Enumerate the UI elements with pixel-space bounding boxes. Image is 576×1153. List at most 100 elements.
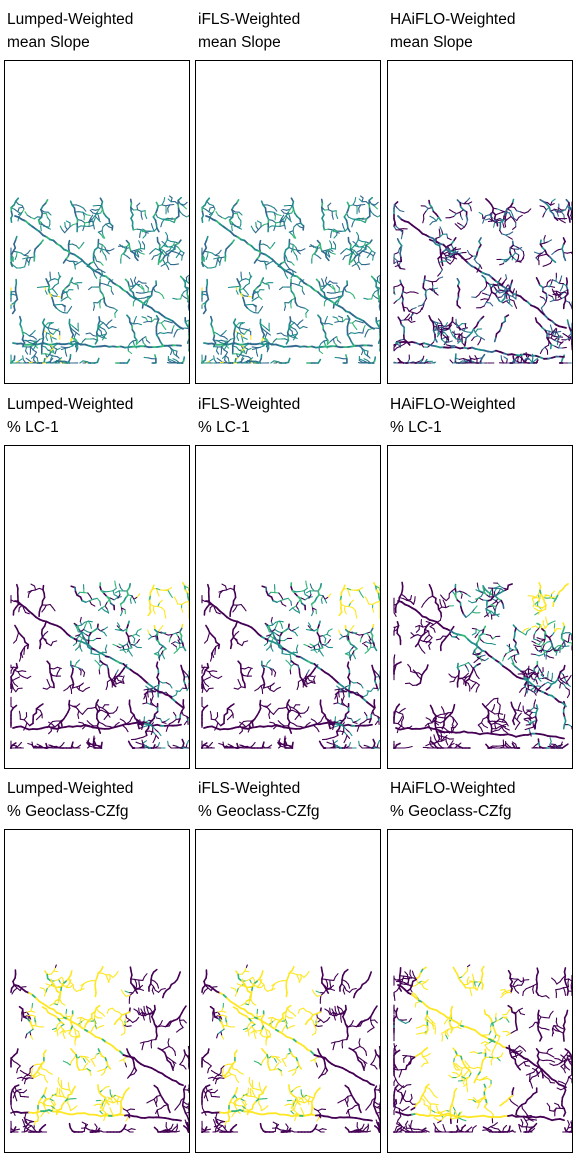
river-segment bbox=[121, 602, 124, 605]
river-segment bbox=[134, 597, 137, 599]
river-segment bbox=[98, 663, 100, 666]
river-segment bbox=[352, 223, 353, 227]
river-segment bbox=[28, 645, 29, 649]
river-segment bbox=[66, 221, 70, 223]
river-segment bbox=[162, 220, 164, 224]
river-segment bbox=[237, 333, 238, 337]
river-segment bbox=[486, 215, 490, 216]
river-segment bbox=[538, 256, 539, 260]
river-segment bbox=[328, 206, 329, 210]
river-segment bbox=[551, 287, 555, 288]
river-segment bbox=[241, 276, 242, 280]
river-segment bbox=[464, 327, 466, 331]
river-segment bbox=[48, 328, 52, 329]
river-segment bbox=[297, 224, 300, 227]
river-segment bbox=[37, 744, 41, 746]
river-segment bbox=[83, 208, 85, 211]
river-segment bbox=[331, 230, 332, 234]
river-segment bbox=[142, 339, 143, 343]
river-segment bbox=[188, 307, 189, 311]
river-segment bbox=[244, 675, 248, 676]
river-segment bbox=[119, 644, 123, 646]
river-segment bbox=[53, 675, 57, 676]
river-segment bbox=[162, 295, 164, 299]
river-segment bbox=[45, 323, 48, 326]
river-segment bbox=[91, 625, 92, 629]
river-segment bbox=[93, 271, 94, 275]
river-segment bbox=[274, 689, 277, 692]
river-segment bbox=[30, 340, 34, 341]
river-segment bbox=[555, 250, 558, 252]
river-segment bbox=[67, 310, 69, 313]
river-segment bbox=[509, 237, 512, 239]
river-segment bbox=[24, 717, 26, 720]
river-segment bbox=[18, 204, 22, 205]
river-segment bbox=[480, 338, 481, 342]
river-segment bbox=[160, 259, 163, 262]
river-segment bbox=[505, 215, 506, 219]
panel-title-line1: iFLS-Weighted bbox=[198, 393, 300, 416]
river-segment bbox=[168, 635, 172, 636]
river-segment bbox=[82, 601, 86, 602]
river-segment bbox=[237, 347, 240, 350]
river-segment bbox=[358, 266, 360, 270]
river-segment bbox=[182, 608, 183, 612]
river-segment bbox=[286, 275, 288, 278]
river-segment bbox=[158, 592, 160, 596]
river-network bbox=[202, 581, 380, 748]
river-segment bbox=[403, 307, 404, 311]
river-segment bbox=[203, 679, 207, 681]
river-segment bbox=[224, 337, 227, 340]
river-segment bbox=[425, 206, 428, 208]
river-segment bbox=[301, 307, 305, 308]
river-segment bbox=[146, 285, 149, 288]
river-segment bbox=[478, 342, 480, 345]
river-segment bbox=[370, 254, 373, 256]
river-segment bbox=[450, 329, 451, 333]
river-segment bbox=[204, 310, 206, 313]
river-segment bbox=[220, 336, 224, 337]
river-segment bbox=[562, 212, 564, 215]
river-segment bbox=[220, 261, 221, 265]
river-segment bbox=[465, 324, 466, 328]
river-segment bbox=[498, 220, 502, 221]
river-segment bbox=[99, 336, 103, 338]
river-segment bbox=[445, 333, 448, 336]
river-segment bbox=[90, 746, 94, 747]
river-segment bbox=[497, 209, 501, 211]
river-segment bbox=[438, 273, 441, 276]
river-segment bbox=[82, 220, 85, 222]
river-segment bbox=[61, 347, 65, 348]
river-segment bbox=[513, 289, 514, 293]
river-segment bbox=[102, 227, 103, 231]
river-segment bbox=[113, 644, 117, 646]
river-segment bbox=[241, 687, 245, 688]
river-segment bbox=[182, 292, 184, 295]
river-segment bbox=[303, 327, 307, 328]
river-segment bbox=[158, 649, 160, 652]
river-segment bbox=[95, 340, 97, 343]
river-segment bbox=[150, 251, 153, 254]
river-segment bbox=[342, 224, 343, 228]
river-segment bbox=[489, 296, 491, 300]
river-segment bbox=[209, 671, 213, 672]
river-segment bbox=[110, 249, 114, 251]
river-segment bbox=[239, 329, 241, 333]
river-segment bbox=[217, 351, 219, 354]
river-segment bbox=[207, 677, 211, 679]
panel-title-line1: Lumped-Weighted bbox=[7, 393, 133, 416]
river-segment bbox=[142, 740, 143, 744]
river-segment bbox=[80, 712, 83, 715]
river-segment bbox=[561, 276, 562, 280]
river-segment bbox=[476, 295, 479, 298]
river-segment bbox=[326, 257, 329, 260]
river-segment bbox=[352, 321, 355, 323]
river-segment bbox=[161, 264, 164, 266]
river-segment bbox=[258, 686, 261, 689]
river-segment bbox=[350, 293, 353, 295]
river-segment bbox=[264, 643, 267, 646]
river-segment bbox=[101, 328, 105, 330]
river-segment bbox=[130, 341, 133, 344]
river-segment bbox=[484, 303, 486, 307]
